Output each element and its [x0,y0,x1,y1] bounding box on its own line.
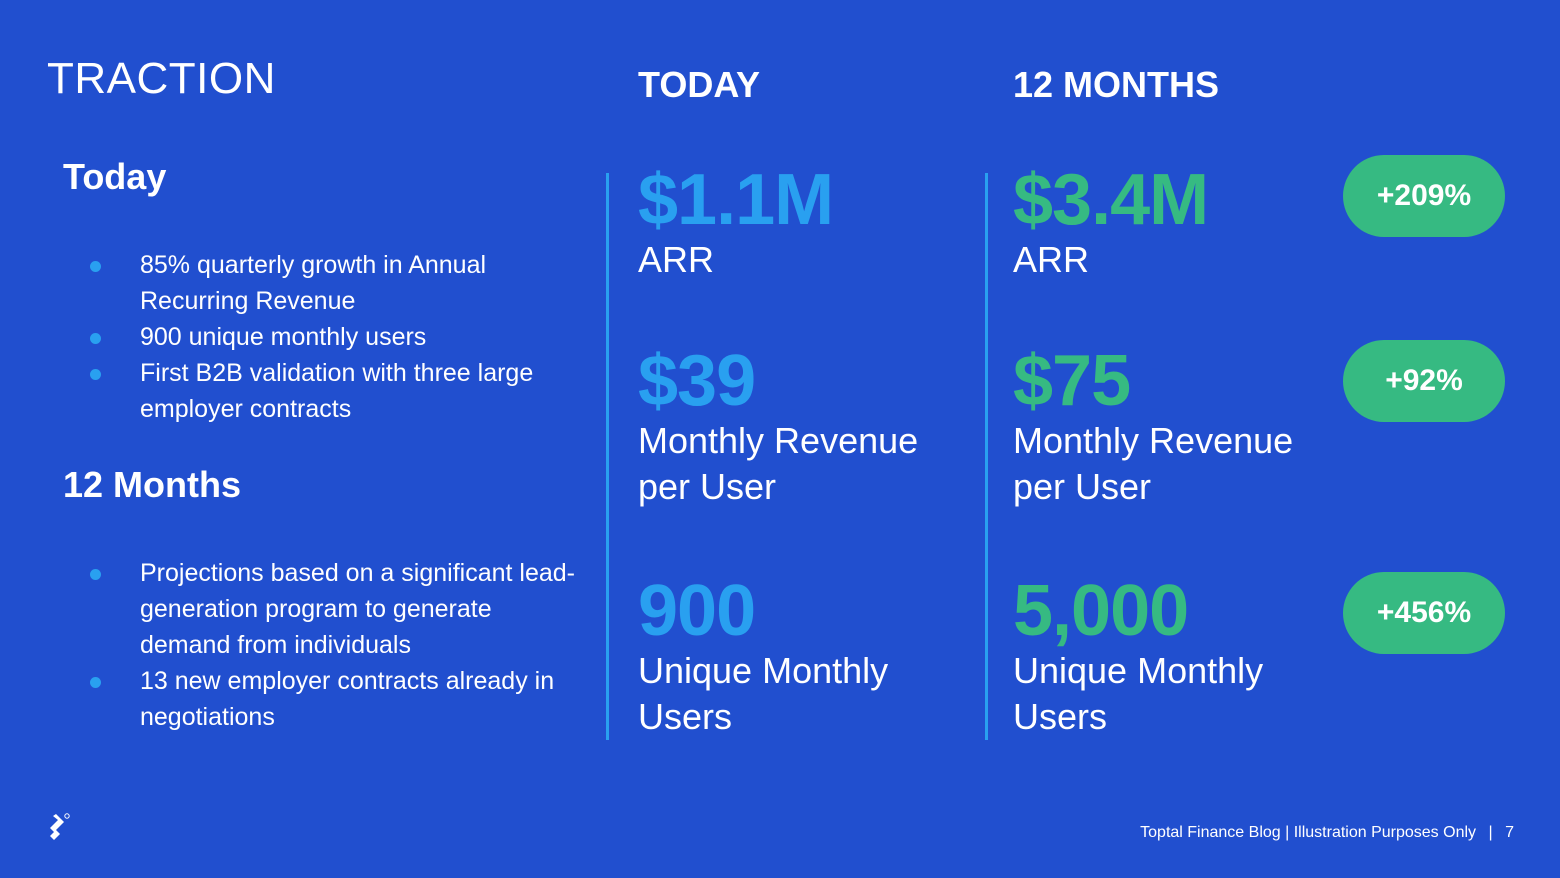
metric-value: $3.4M [1013,160,1209,240]
arr-growth-badge: +209% [1343,155,1505,237]
months-users-metric: 5,000 Unique Monthly Users [1013,574,1313,740]
footer-separator: | [1488,824,1493,841]
bullet-icon [90,261,101,272]
today-column-heading: TODAY [638,64,761,105]
page-number: 7 [1505,824,1514,841]
today-divider [606,173,609,740]
metric-label: Unique Monthly Users [1013,650,1264,737]
today-revenue-metric: $39 Monthly Revenue per User [638,344,968,510]
metric-label: ARR [638,239,715,280]
list-item: Projections based on a significant lead-… [63,555,583,663]
metric-value: $39 [638,341,756,421]
list-item: 85% quarterly growth in Annual Recurring… [63,247,583,319]
slide-title: TRACTION [47,54,276,103]
list-item: 900 unique monthly users [63,319,583,355]
today-summary: Today [63,156,583,198]
bullet-icon [90,569,101,580]
metric-label: Monthly Revenue per User [1013,420,1294,507]
bullet-icon [90,369,101,380]
revenue-growth-badge: +92% [1343,340,1505,422]
metric-value: $1.1M [638,160,834,240]
months-heading: 12 Months [63,464,242,505]
months-column-heading: 12 MONTHS [1013,64,1220,105]
bullet-icon [90,333,101,344]
users-growth-badge: +456% [1343,572,1505,654]
months-arr-metric: $3.4M ARR [1013,163,1333,283]
months-divider [985,173,988,740]
metric-label: ARR [1013,239,1090,280]
today-heading: Today [63,156,167,197]
months-summary: 12 Months [63,464,583,506]
metric-value: $75 [1013,341,1131,421]
footer-caption: Toptal Finance Blog | Illustration Purpo… [1140,824,1477,841]
metric-label: Monthly Revenue per User [638,420,919,507]
bullet-icon [90,677,101,688]
months-bullet-list: Projections based on a significant lead-… [63,555,583,735]
metric-value: 5,000 [1013,571,1189,651]
list-item: First B2B validation with three large em… [63,355,583,427]
toptal-logo-icon [46,812,72,842]
metric-value: 900 [638,571,756,651]
months-revenue-metric: $75 Monthly Revenue per User [1013,344,1333,510]
today-users-metric: 900 Unique Monthly Users [638,574,938,740]
today-bullet-list: 85% quarterly growth in Annual Recurring… [63,247,583,427]
metric-label: Unique Monthly Users [638,650,889,737]
list-item: 13 new employer contracts already in neg… [63,663,583,735]
footer: Toptal Finance Blog | Illustration Purpo… [1140,824,1514,842]
today-arr-metric: $1.1M ARR [638,163,968,283]
